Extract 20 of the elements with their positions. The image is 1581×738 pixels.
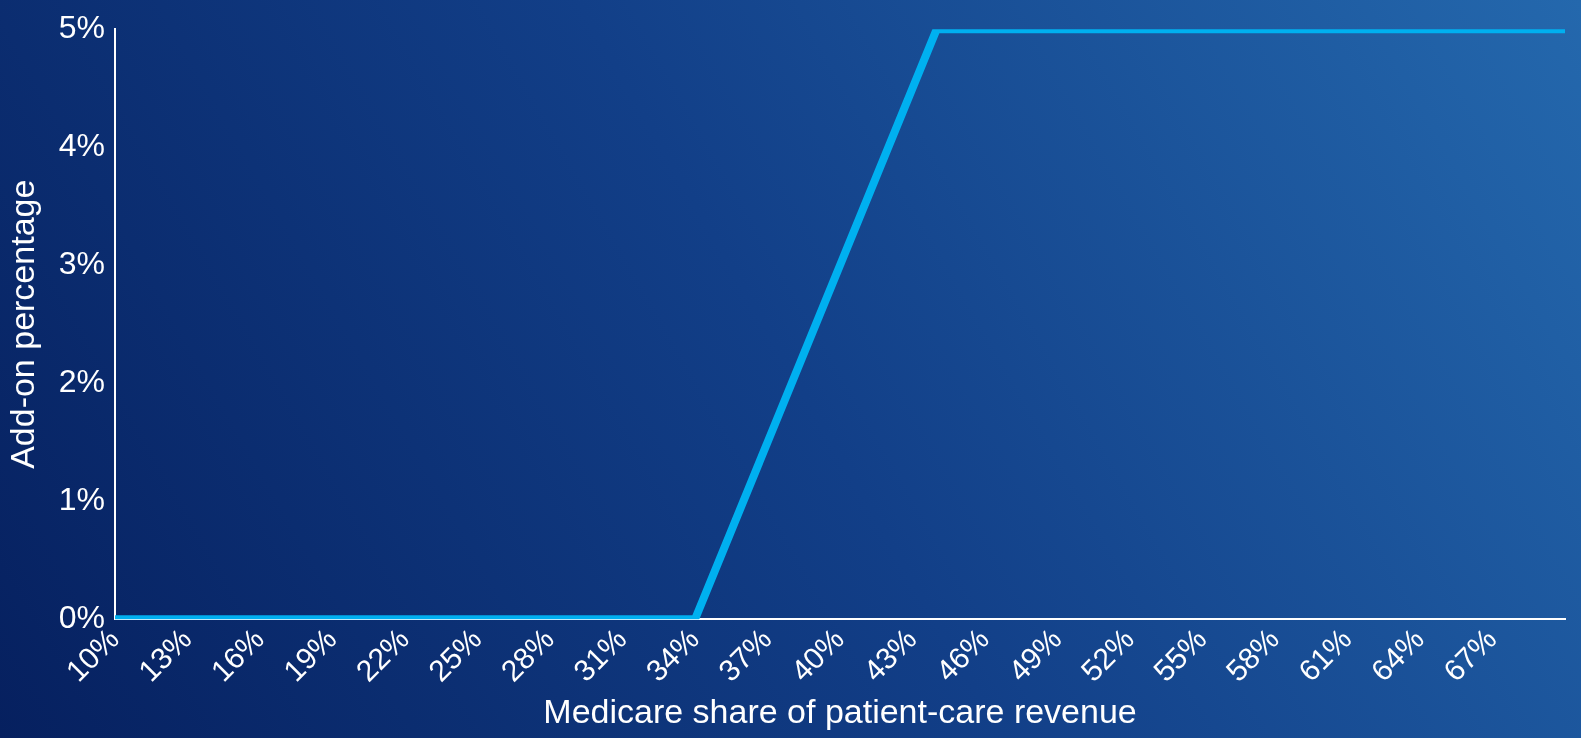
x-tick-label: 64% [1364, 621, 1431, 688]
x-tick-label: 37% [711, 621, 778, 688]
y-tick-label: 4% [58, 127, 106, 164]
x-tick-label: 43% [856, 621, 923, 688]
x-tick-label: 58% [1219, 621, 1286, 688]
x-tick-label: 61% [1291, 621, 1358, 688]
y-tick-label: 5% [58, 9, 106, 46]
y-tick-label: 2% [58, 363, 106, 400]
x-tick-label: 31% [566, 621, 633, 688]
x-tick-label: 55% [1146, 621, 1213, 688]
y-tick-label: 3% [58, 245, 106, 282]
x-tick-label: 34% [639, 621, 706, 688]
x-tick-label: 67% [1436, 621, 1503, 688]
x-tick-label: 40% [784, 621, 851, 688]
x-axis-title: Medicare share of patient-care revenue [543, 691, 1137, 730]
x-tick-label: 49% [1001, 621, 1068, 688]
y-axis-title: Add-on percentage [2, 179, 41, 469]
x-tick-label: 46% [929, 621, 996, 688]
y-tick-label: 1% [58, 481, 106, 518]
x-tick-label: 52% [1074, 621, 1141, 688]
